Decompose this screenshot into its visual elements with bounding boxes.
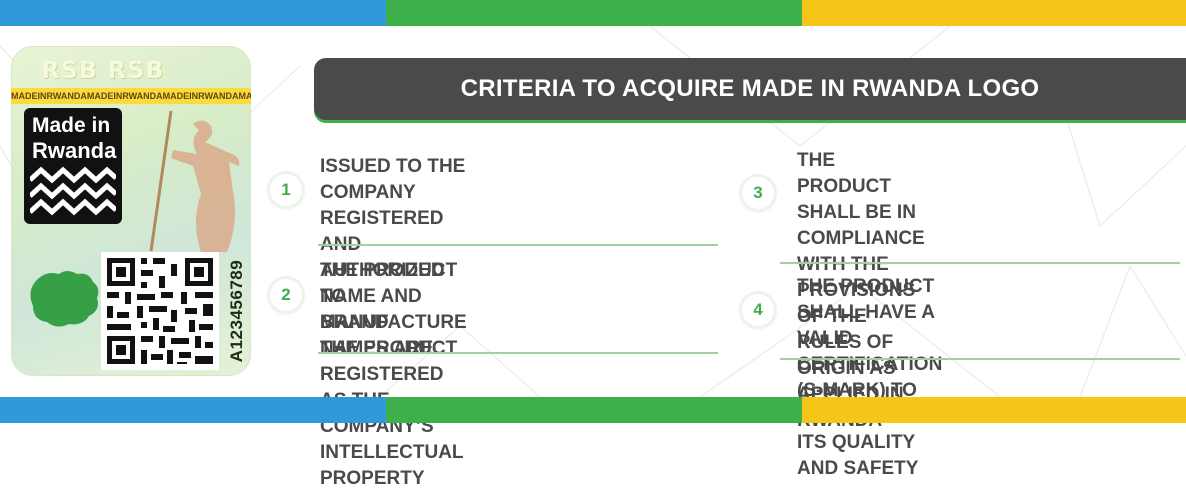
bottom-bar-blue (0, 397, 386, 423)
criterion-divider (780, 358, 1180, 360)
zigzag-pattern-icon (30, 166, 116, 216)
logo-text-made-in: Made in (32, 114, 111, 137)
bottom-bar-yellow (802, 397, 1186, 423)
qr-code-icon (101, 252, 219, 370)
criterion-divider (318, 352, 718, 354)
bottom-color-bar (0, 397, 1186, 423)
page-title: CRITERIA TO ACQUIRE MADE IN RWANDA LOGO (460, 75, 1040, 102)
rsb-watermark: RSB RSB (41, 56, 165, 84)
criterion-text: THE PRODUCT SHALL HAVE A VALID CERTIFICA… (797, 276, 943, 479)
serial-number: A123456789 (227, 259, 246, 363)
criterion-divider (780, 262, 1180, 264)
criterion-number-badge: 3 (742, 177, 774, 209)
top-bar-green (386, 0, 802, 26)
made-in-rwanda-strip: MADEINRWANDAMADEINRWANDAMADEINRWANDAMADE… (11, 88, 251, 104)
criterion-number-badge: 2 (270, 279, 302, 311)
logo-text-rwanda: Rwanda (32, 138, 117, 163)
criterion-text: ISSUED TO THE COMPANY REGISTERED AND AUT… (320, 156, 467, 359)
criterion-text: THE PRODUCT NAME AND BRAND NAMES ARE REG… (320, 260, 464, 489)
title-banner: CRITERIA TO ACQUIRE MADE IN RWANDA LOGO (314, 58, 1186, 120)
criterion-divider (318, 244, 718, 246)
made-in-rwanda-logo: Made in Rwanda (24, 108, 122, 224)
bottom-bar-green (386, 397, 802, 423)
criterion-number-badge: 4 (742, 294, 774, 326)
top-bar-blue (0, 0, 386, 26)
criterion-number-badge: 1 (270, 174, 302, 206)
rwanda-map-icon (30, 271, 99, 327)
made-in-rwanda-label: RSB RSB MADEINRWANDAMADEINRWANDAMADEINRW… (11, 46, 251, 376)
top-bar-yellow (802, 0, 1186, 26)
dancer-figure-icon (149, 110, 240, 252)
top-color-bar (0, 0, 1186, 26)
